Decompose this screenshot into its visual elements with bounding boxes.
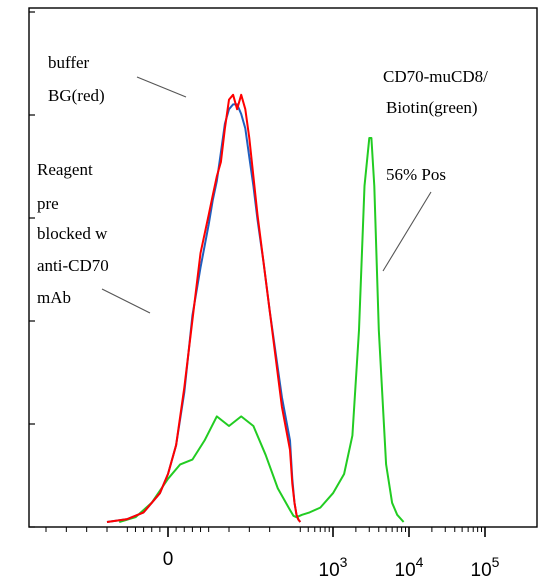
annotation-cd70-line-1: CD70-muCD8/ <box>383 67 488 86</box>
annotation-reagent-line-1: Reagent <box>37 160 93 179</box>
annotation-reagent-line-3: blocked w <box>37 224 108 243</box>
annotation-reagent-line-4: anti-CD70 <box>37 256 109 275</box>
x-tick-label: 103 <box>319 554 348 581</box>
series-layer <box>106 93 405 523</box>
plot-frame <box>28 7 538 528</box>
annotation-buffer-line-2: BG(red) <box>48 86 105 105</box>
leader-line-0 <box>136 76 187 98</box>
annotation-percent-positive: 56% Pos <box>386 165 446 184</box>
x-tick-label: 104 <box>395 554 424 581</box>
x-axis-ticks: 0 103 104 105 <box>45 527 500 581</box>
annotation-buffer: buffer BG(red) <box>48 53 105 105</box>
annotation-cd70: CD70-muCD8/ Biotin(green) <box>383 67 492 117</box>
annotation-buffer-line-1: buffer <box>48 53 90 72</box>
series-line-0 <box>106 93 302 523</box>
annotation-reagent: Reagent pre blocked w anti-CD70 mAb <box>37 160 113 307</box>
x-tick-label: 0 <box>163 549 174 570</box>
annotation-cd70-line-2: Biotin(green) <box>386 98 478 117</box>
x-tick-label: 105 <box>471 554 500 581</box>
series-line-2 <box>118 137 405 523</box>
leader-line-2 <box>382 191 432 272</box>
annotation-reagent-line-5: mAb <box>37 288 71 307</box>
y-axis-ticks <box>29 11 35 528</box>
leader-line-1 <box>101 288 151 314</box>
annotation-percent-line-1: 56% Pos <box>386 165 446 184</box>
annotation-reagent-line-2: pre <box>37 194 59 213</box>
annotation-leaders <box>101 76 432 314</box>
